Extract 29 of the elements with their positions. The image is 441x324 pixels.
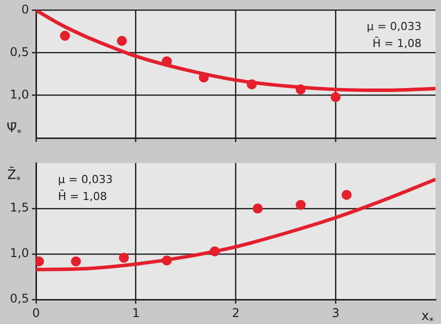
- point: [70, 256, 81, 266]
- y-tick-label: 0: [21, 2, 29, 16]
- annotation: μ = 0,033: [366, 20, 422, 34]
- point: [246, 79, 257, 90]
- annotation: H̄ = 1,08: [58, 188, 107, 203]
- point: [116, 36, 127, 46]
- point: [296, 84, 306, 94]
- point: [342, 190, 352, 200]
- point: [162, 255, 172, 266]
- point: [210, 246, 220, 256]
- y-tick-label: 1,0: [10, 246, 29, 260]
- x-axis-title: x*: [421, 309, 434, 324]
- y-tick-label: 0,5: [10, 44, 29, 59]
- point: [60, 30, 70, 41]
- x-tick-label: 3: [332, 306, 340, 320]
- x-tick-label: 2: [232, 306, 240, 320]
- annotation: H̄ = 1,08: [372, 36, 422, 50]
- x-tick-label: 1: [132, 306, 140, 320]
- point: [118, 252, 129, 263]
- y-axis-title: Ψ̄*: [6, 121, 22, 139]
- point: [252, 204, 263, 214]
- point: [296, 200, 306, 210]
- y-tick-label: 0,5: [10, 292, 29, 306]
- y-tick-label: 1,5: [10, 200, 29, 215]
- annotation: μ = 0,033: [58, 173, 113, 186]
- x-tick-label: 0: [32, 306, 40, 320]
- point: [330, 92, 341, 102]
- y-tick-label: 1,0: [10, 88, 29, 102]
- y-axis-title: Z̄*: [7, 166, 22, 186]
